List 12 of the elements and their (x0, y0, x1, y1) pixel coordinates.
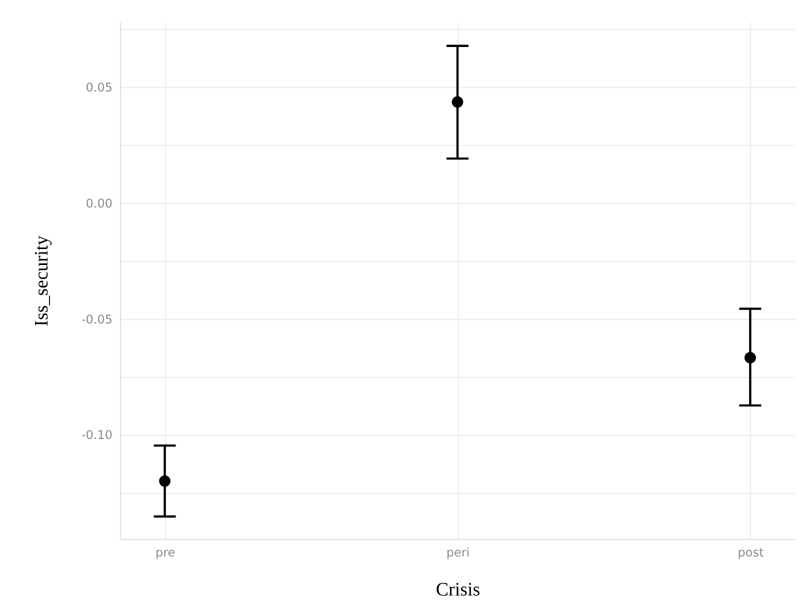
y-tick-label: -0.10 (81, 428, 112, 442)
y-tick-label: 0.05 (86, 80, 112, 94)
y-tick-label: -0.05 (81, 312, 112, 326)
point (159, 475, 170, 487)
point (744, 352, 756, 364)
y-tick-label: 0.00 (86, 196, 112, 210)
x-tick-label: pre (155, 546, 176, 560)
y-axis-title: Iss_security (31, 235, 52, 326)
point (452, 96, 464, 108)
x-tick-label: peri (446, 546, 470, 560)
x-tick-label: post (738, 546, 764, 560)
x-axis-title: Crisis (436, 580, 480, 600)
